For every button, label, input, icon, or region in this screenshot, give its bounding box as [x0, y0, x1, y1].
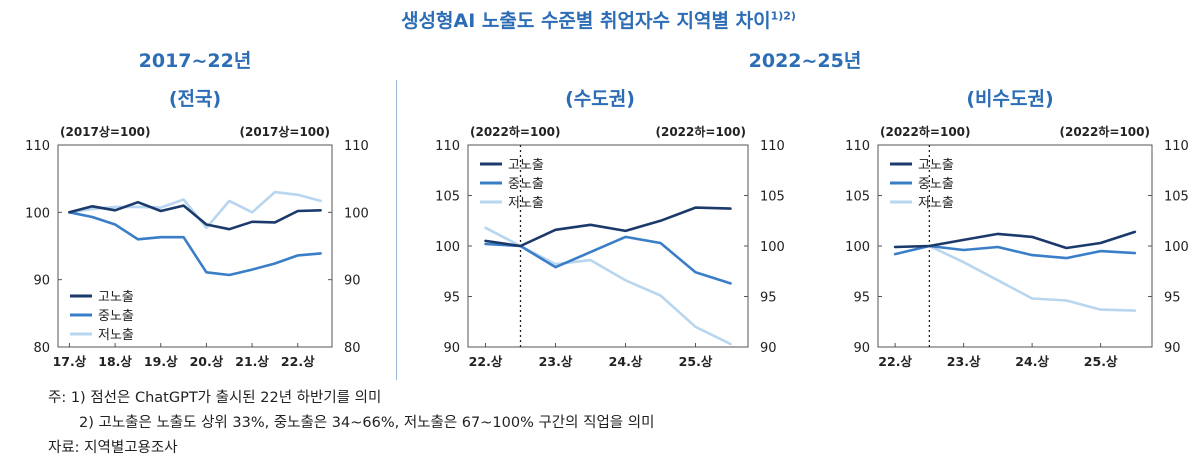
panel-2-xtick-label: 22.상 — [469, 354, 503, 369]
panel-1-xtick-label: 17.상 — [53, 354, 87, 369]
panel-1-series-mid-line — [68, 211, 322, 277]
panel-1-ytick-label-right: 90 — [344, 274, 361, 289]
main-title: 생성형AI 노출도 수준별 취업자수 지역별 차이1)2) — [0, 6, 1197, 33]
panel-3-xtick-label: 23.상 — [947, 354, 981, 369]
title-text: 생성형AI 노출도 수준별 취업자수 지역별 차이 — [401, 10, 771, 32]
period-heading-1: 2017~22년 — [138, 50, 252, 72]
panel-1-ytick-label-right: 100 — [344, 206, 369, 221]
panel-3-series-mid-line — [893, 244, 1137, 260]
panel-2-unit-left: (2022하=100) — [470, 124, 561, 139]
panel-1-xtick-label: 20.상 — [190, 354, 224, 369]
panel-2-legend-label-high: 고노출 — [508, 158, 544, 173]
panel-2-series-mid-line — [484, 235, 732, 285]
panel-2-ytick-label-left: 105 — [435, 190, 460, 205]
panel-2-xtick-label: 23.상 — [539, 354, 573, 369]
panel-divider — [396, 80, 397, 380]
panel-2-ytick-label-right: 105 — [760, 190, 785, 205]
panel-3-xtick-label: 25.상 — [1084, 354, 1118, 369]
panel-3-ytick-label-left: 105 — [845, 190, 870, 205]
panel-3-series-low-line — [893, 244, 1137, 312]
panel-3-unit-left: (2022하=100) — [880, 124, 971, 139]
panel-2-ytick-label-right: 110 — [760, 139, 785, 154]
panel-3-legend-label-high: 고노출 — [918, 158, 954, 173]
panel-3-ytick-label-right: 95 — [1164, 291, 1181, 306]
region-heading-capital: (수도권) — [565, 88, 635, 110]
period-heading-2: 2022~25년 — [748, 50, 862, 72]
panel-2-xtick-label: 24.상 — [609, 354, 643, 369]
panel-3-ytick-label-left: 95 — [853, 291, 870, 306]
panel-2-ytick-label-right: 95 — [760, 291, 777, 306]
panel-3-legend-label-mid: 중노출 — [918, 177, 954, 192]
panel-3-ytick-label-left: 100 — [845, 240, 870, 255]
panel-1-unit-left: (2017상=100) — [60, 124, 151, 139]
panel-1-ytick-label-right: 110 — [344, 139, 369, 154]
panel-1-xtick-label: 19.상 — [144, 354, 178, 369]
footnotes: 주: 1) 점선은 ChatGPT가 출시된 22년 하반기를 의미 2) 고노… — [48, 386, 654, 461]
panel-2-ytick-label-right: 90 — [760, 341, 777, 356]
panel-3-ytick-label-right: 105 — [1164, 190, 1189, 205]
region-heading-noncapital: (비수도권) — [966, 88, 1054, 110]
panel-1-plot-frame — [57, 144, 333, 348]
panel-3-ytick-label-right: 90 — [1164, 341, 1181, 356]
panel-3-ytick-label-right: 110 — [1164, 139, 1189, 154]
panel-2-ytick-label-left: 100 — [435, 240, 460, 255]
panel-1-ytick-label-left: 110 — [25, 139, 50, 154]
panel-2-ytick-label-left: 95 — [443, 291, 460, 306]
panel-2-xtick-label: 25.상 — [679, 354, 713, 369]
panel-3-xtick-label: 24.상 — [1015, 354, 1049, 369]
panel-3-ytick-label-left: 90 — [853, 341, 870, 356]
panel-2-legend-label-mid: 중노출 — [508, 177, 544, 192]
note-1: 주: 1) 점선은 ChatGPT가 출시된 22년 하반기를 의미 — [48, 390, 382, 406]
panel-1-xtick-label: 22.상 — [281, 354, 315, 369]
note-2: 2) 고노출은 노출도 상위 33%, 중노출은 34~66%, 저노출은 67… — [79, 415, 655, 431]
region-heading-national: (전국) — [168, 88, 222, 110]
panel-1-ytick-label-left: 80 — [33, 341, 50, 356]
panel-1-ytick-label-left: 100 — [25, 206, 50, 221]
panel-2-ytick-label-left: 110 — [435, 139, 460, 154]
panel-1-xtick-label: 21.상 — [235, 354, 269, 369]
panel-1-legend-label-mid: 중노출 — [98, 309, 134, 324]
source-note: 자료: 지역별고용조사 — [48, 440, 178, 456]
panel-2-series-high-line — [484, 206, 732, 248]
panel-2-legend-label-low: 저노출 — [508, 196, 544, 211]
panel-3-legend-label-low: 저노출 — [918, 196, 954, 211]
panel-3-ytick-label-left: 110 — [845, 139, 870, 154]
panel-1-legend-label-high: 고노출 — [98, 290, 134, 305]
panel-2-ytick-label-left: 90 — [443, 341, 460, 356]
panel-3-xtick-label: 22.상 — [878, 354, 912, 369]
panel-3-ytick-label-right: 100 — [1164, 240, 1189, 255]
panel-3-series-high-line — [893, 230, 1137, 250]
panel-2-ytick-label-right: 100 — [760, 240, 785, 255]
panel-3-unit-right: (2022하=100) — [1059, 124, 1150, 139]
panel-1-legend-label-low: 저노출 — [98, 328, 134, 343]
title-footnote-marker: 1)2) — [770, 9, 796, 23]
panel-1-unit-right: (2017상=100) — [239, 124, 330, 139]
panel-1-ytick-label-left: 90 — [33, 274, 50, 289]
panel-1-ytick-label-right: 80 — [344, 341, 361, 356]
panel-2-unit-right: (2022하=100) — [655, 124, 746, 139]
panel-1-xtick-label: 18.상 — [98, 354, 132, 369]
panel-1-series-high-line — [68, 200, 322, 231]
